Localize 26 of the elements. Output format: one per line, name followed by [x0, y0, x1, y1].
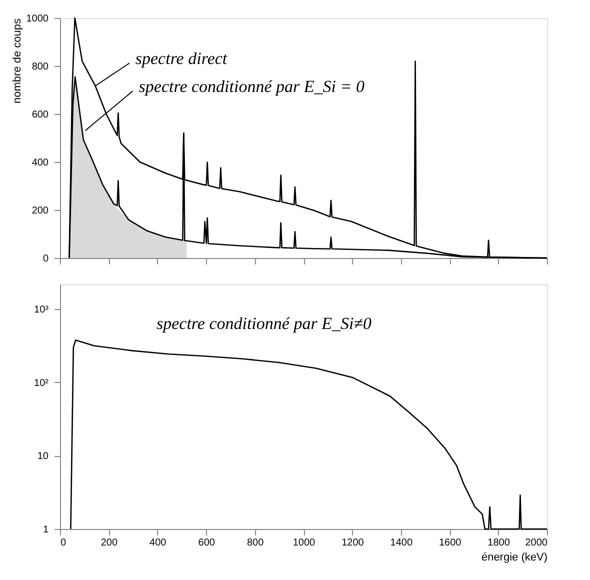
y-axis-title: nombre de coups	[11, 18, 24, 104]
x-tick-label: 0	[60, 538, 66, 548]
y-tick-label: 10³	[34, 304, 50, 316]
y-tick-label: 10²	[34, 378, 50, 389]
x-tick-label: 600	[198, 538, 216, 548]
annotation: spectre direct	[135, 49, 228, 68]
y-tick-label: 600	[32, 110, 49, 120]
x-tick-label: 1800	[488, 538, 510, 548]
x-tick-label: 800	[246, 538, 264, 548]
x-tick-label: 400	[150, 538, 167, 548]
annotation: spectre conditionné par E_Si = 0	[138, 76, 365, 96]
y-tick-label: 0	[42, 254, 49, 264]
y-tick-label: 1	[42, 524, 49, 536]
x-tick-label: 200	[100, 538, 118, 548]
y-tick-label: 800	[32, 62, 49, 72]
y-tick-label: 400	[32, 158, 49, 168]
y-tick-label: 200	[32, 206, 49, 216]
annotation: spectre conditionné par E_Si≠0	[156, 314, 372, 333]
y-tick-label: 10	[37, 451, 49, 462]
x-tick-label: 1400	[390, 538, 413, 548]
x-axis-title: énergie (keV)	[481, 552, 548, 564]
x-tick-label: 2000	[525, 538, 548, 548]
x-tick-label: 1200	[342, 538, 364, 548]
x-tick-label: 1000	[292, 538, 316, 548]
x-tick-label: 1600	[438, 538, 462, 548]
y-tick-label: 1000	[26, 14, 49, 24]
